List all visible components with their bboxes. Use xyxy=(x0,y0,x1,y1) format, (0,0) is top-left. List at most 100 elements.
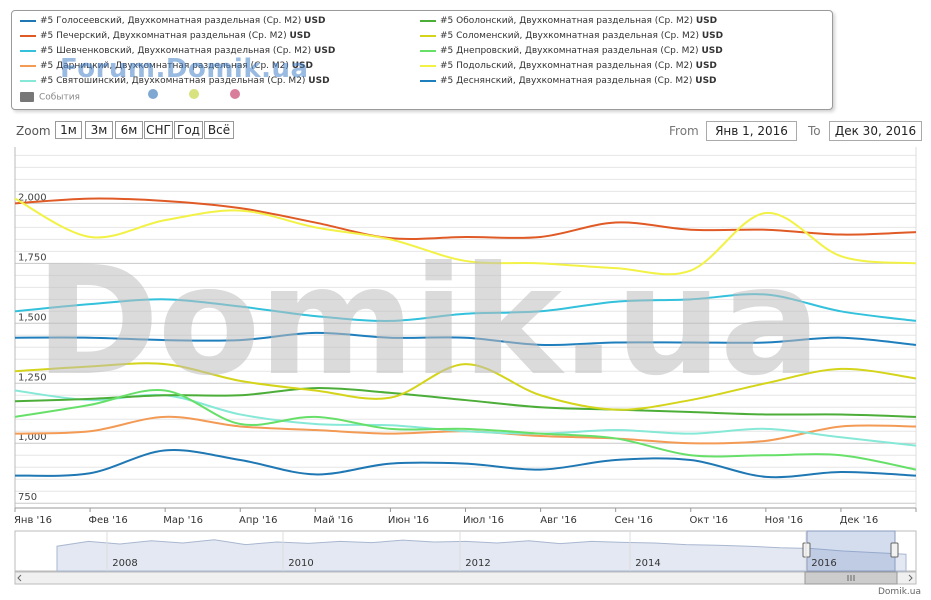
legend-item[interactable]: #5 Голосеевский, Двухкомнатная раздельна… xyxy=(20,16,325,27)
y-tick-label: 1,000 xyxy=(18,432,47,443)
zoom-year-button[interactable]: Год xyxy=(174,121,203,139)
scroll-left-arrow-icon[interactable] xyxy=(17,574,22,582)
legend-series-unit: USD xyxy=(314,46,336,56)
navigator-year-label: 2010 xyxy=(288,558,313,569)
navigator-year-label: 2016 xyxy=(811,558,836,569)
x-tick-label: Янв '16 xyxy=(14,515,52,526)
legend-series-unit: USD xyxy=(304,16,326,26)
chart-legend: #5 Голосеевский, Двухкомнатная раздельна… xyxy=(11,10,833,110)
legend-swatch xyxy=(20,49,36,52)
navigator-right-handle[interactable] xyxy=(890,542,899,558)
series-line[interactable] xyxy=(14,449,917,479)
series-line[interactable] xyxy=(14,362,917,411)
x-tick-label: Ноя '16 xyxy=(765,515,803,526)
legend-swatch xyxy=(20,79,36,82)
x-axis: Янв '16 Фев '16 Мар '16 Апр '16 Май '16 Июн '… xyxy=(14,507,917,526)
events-label: События xyxy=(39,92,80,103)
zoom-3m-button[interactable]: 3м xyxy=(85,121,113,139)
zoom-1m-button[interactable]: 1м xyxy=(55,121,82,139)
legend-series-name: #5 Оболонский, Двухкомнатная раздельная … xyxy=(440,16,696,26)
navigator: 2008 2010 2012 2014 2016 xyxy=(14,530,917,585)
legend-swatch xyxy=(420,19,436,22)
legend-series-name: #5 Днепровский, Двухкомнатная раздельная… xyxy=(440,46,702,56)
legend-swatch xyxy=(420,64,436,67)
series-lines xyxy=(14,197,917,479)
legend-events[interactable]: События xyxy=(20,92,80,104)
legend-series-name: #5 Деснянский, Двухкомнатная раздельная … xyxy=(440,76,696,86)
plot-background xyxy=(15,147,916,508)
legend-series-name: #5 Шевченковский, Двухкомнатная раздельн… xyxy=(40,46,315,56)
x-tick-label: Июл '16 xyxy=(463,515,504,526)
legend-series-unit: USD xyxy=(701,31,724,41)
series-line[interactable] xyxy=(14,387,917,418)
y-tick-label: 2,000 xyxy=(18,192,47,203)
from-label: From xyxy=(669,124,699,138)
zoom-6m-button[interactable]: 6м xyxy=(115,121,143,139)
x-tick-label: Мар '16 xyxy=(163,515,203,526)
series-line[interactable] xyxy=(14,331,917,347)
x-tick-label: Дек '16 xyxy=(840,515,879,526)
legend-item[interactable]: #5 Днепровский, Двухкомнатная раздельная… xyxy=(420,46,723,57)
series-line[interactable] xyxy=(14,197,917,240)
x-tick-label: Фев '16 xyxy=(88,515,127,526)
y-tick-label: 750 xyxy=(18,492,37,503)
event-marker-dot[interactable] xyxy=(189,89,199,99)
from-date-input[interactable]: Янв 1, 2016 xyxy=(706,121,797,141)
x-tick-label: Апр '16 xyxy=(239,515,277,526)
legend-series-name: #5 Печерский, Двухкомнатная раздельная (… xyxy=(40,31,290,41)
legend-item[interactable]: #5 Соломенский, Двухкомнатная раздельная… xyxy=(420,31,723,42)
legend-series-unit: USD xyxy=(695,76,717,86)
legend-series-name: #5 Голосеевский, Двухкомнатная раздельна… xyxy=(40,16,305,26)
to-date-input[interactable]: Дек 30, 2016 xyxy=(829,121,922,141)
legend-item[interactable]: #5 Печерский, Двухкомнатная раздельная (… xyxy=(20,31,311,42)
navigator-year-label: 2012 xyxy=(465,558,490,569)
x-tick-label: Сен '16 xyxy=(615,515,653,526)
y-tick-label: 1,500 xyxy=(18,312,47,323)
legend-item[interactable]: #5 Шевченковский, Двухкомнатная раздельн… xyxy=(20,46,335,57)
legend-item[interactable]: #5 Дарницкий, Двухкомнатная раздельная (… xyxy=(20,61,313,72)
legend-item[interactable]: #5 Святошинский, Двухкомнатная раздельна… xyxy=(20,76,330,87)
range-selector: Zoom 1м 3м 6м СНГ Год Всё From Янв 1, 20… xyxy=(0,121,931,141)
legend-series-name: #5 Соломенский, Двухкомнатная раздельная… xyxy=(440,31,702,41)
y-tick-label: 1,750 xyxy=(18,252,47,263)
legend-series-unit: USD xyxy=(701,46,723,56)
y-tick-label: 1,250 xyxy=(18,372,47,383)
legend-item[interactable]: #5 Оболонский, Двухкомнатная раздельная … xyxy=(420,16,717,27)
legend-item[interactable]: #5 Деснянский, Двухкомнатная раздельная … xyxy=(420,76,717,87)
navigator-scrollbar[interactable] xyxy=(14,571,917,585)
legend-series-unit: USD xyxy=(695,16,718,26)
y-axis: 750 1,000 1,250 1,500 1,750 2,000 xyxy=(18,192,47,503)
navigator-year-label: 2008 xyxy=(112,558,137,569)
legend-item[interactable]: #5 Подольский, Двухкомнатная раздельная … xyxy=(420,61,717,72)
series-line[interactable] xyxy=(14,197,917,276)
legend-swatch xyxy=(420,34,436,37)
series-line[interactable] xyxy=(14,388,917,471)
zoom-label: Zoom xyxy=(16,124,51,138)
x-tick-label: Июн '16 xyxy=(388,515,429,526)
x-tick-label: Окт '16 xyxy=(690,515,728,526)
legend-swatch xyxy=(420,79,436,82)
zoom-cis-button[interactable]: СНГ xyxy=(144,121,173,139)
legend-series-name: #5 Подольский, Двухкомнатная раздельная … xyxy=(440,61,696,71)
credit-link[interactable]: Domik.ua xyxy=(878,587,921,597)
x-tick-label: Май '16 xyxy=(313,515,353,526)
series-line[interactable] xyxy=(14,293,917,322)
zoom-all-button[interactable]: Всё xyxy=(204,121,234,139)
legend-series-unit: USD xyxy=(289,31,311,41)
grid-lines xyxy=(14,147,917,508)
navigator-year-label: 2014 xyxy=(635,558,660,569)
legend-series-unit: USD xyxy=(291,61,314,71)
event-marker-dot[interactable] xyxy=(148,89,158,99)
x-tick-label: Авг '16 xyxy=(540,515,577,526)
events-swatch xyxy=(20,92,34,102)
navigator-series-area xyxy=(56,539,907,572)
scroll-right-arrow-icon[interactable] xyxy=(908,574,913,582)
event-marker-dot[interactable] xyxy=(230,89,240,99)
legend-series-name: #5 Дарницкий, Двухкомнатная раздельная (… xyxy=(40,61,292,71)
legend-swatch xyxy=(20,19,36,22)
legend-swatch xyxy=(20,64,36,67)
forum-watermark: Forum.Domik.ua xyxy=(60,54,309,84)
to-label: To xyxy=(808,124,821,138)
legend-swatch xyxy=(420,49,436,52)
